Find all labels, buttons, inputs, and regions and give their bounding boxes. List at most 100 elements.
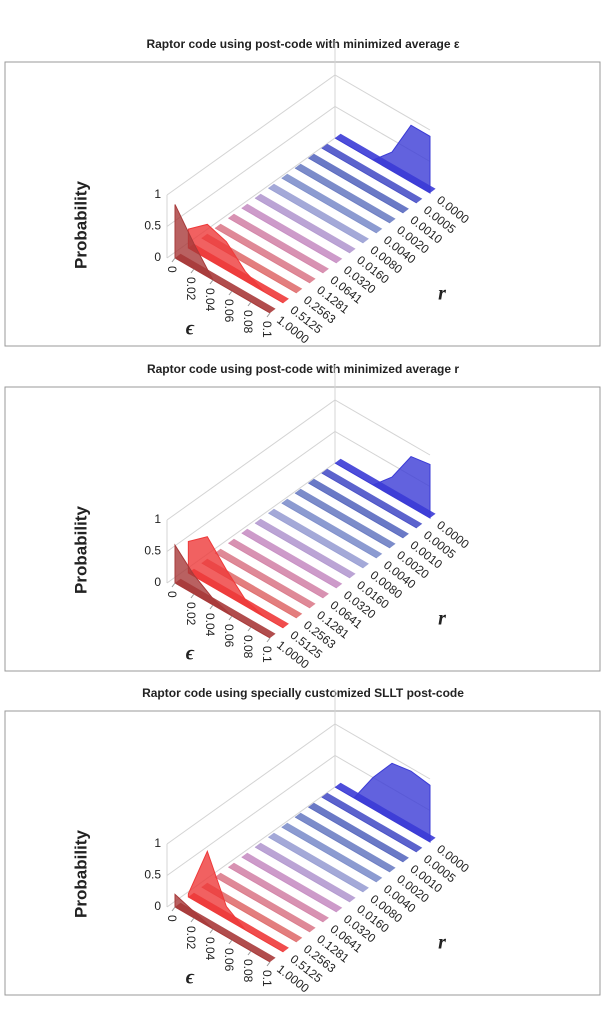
- y-tick-label: 0.5: [144, 219, 161, 233]
- series-area: [241, 532, 337, 589]
- x-axis-label: ϵ: [186, 967, 195, 989]
- series-floor: [215, 548, 316, 608]
- series-area: [321, 472, 417, 529]
- series-floor: [215, 223, 316, 283]
- series-floor: [321, 792, 423, 852]
- x-tick: [228, 290, 233, 296]
- series-area: [321, 147, 417, 204]
- series-area: [174, 543, 271, 639]
- series-floor: [268, 832, 369, 892]
- y-tick-label: 0.5: [144, 868, 161, 882]
- series-area: [308, 157, 404, 214]
- series-floor: [215, 872, 316, 932]
- series-area: [281, 177, 377, 234]
- series-floor: [228, 862, 329, 922]
- series-area: [214, 227, 311, 284]
- panel-frame: [4, 61, 601, 347]
- x-axis-label: ϵ: [186, 643, 195, 665]
- series-floor: [228, 538, 329, 598]
- series-area: [281, 502, 377, 559]
- series-area: [174, 893, 271, 963]
- x-tick-label: 0.02: [184, 277, 198, 301]
- x-tick: [171, 257, 176, 263]
- x-tick: [209, 928, 214, 934]
- y-tick-label: 1: [154, 187, 161, 201]
- series-area: [294, 816, 391, 873]
- series-floor: [241, 852, 343, 912]
- y-tick-label: 0: [154, 575, 161, 589]
- x-tick-label: 0.04: [203, 288, 217, 312]
- series-area: [174, 204, 271, 314]
- y-tick-label: 1: [154, 512, 161, 526]
- x-tick: [171, 906, 176, 912]
- y-tick-label: 0.5: [144, 544, 161, 558]
- x-tick-label: 0.04: [203, 937, 217, 961]
- x-tick-label: 0.06: [222, 948, 236, 972]
- series-area: [228, 217, 324, 274]
- x-tick: [190, 268, 195, 274]
- series-area: [268, 187, 364, 244]
- series-floor: [281, 173, 383, 233]
- z-axis-label: r: [438, 608, 446, 630]
- x-tick-label: 0.06: [222, 624, 236, 648]
- series-floor: [321, 143, 423, 203]
- x-tick-label: 0.02: [184, 602, 198, 626]
- series-area: [228, 866, 324, 923]
- series-area: [187, 223, 284, 304]
- x-tick: [228, 939, 233, 945]
- x-tick-label: 0.1: [260, 970, 274, 987]
- series-area: [268, 512, 364, 569]
- x-tick: [209, 604, 214, 610]
- series-area: [308, 482, 404, 539]
- series-floor: [268, 183, 369, 243]
- chart-title: Raptor code using post-code with minimiz…: [147, 362, 459, 376]
- x-tick-label: 0.08: [241, 959, 255, 983]
- series-floor: [308, 802, 409, 862]
- y-tick-label: 1: [154, 836, 161, 850]
- series-floor: [281, 498, 383, 558]
- series-floor: [255, 193, 356, 253]
- series-area: [268, 836, 364, 893]
- x-tick-label: 0: [165, 591, 179, 598]
- series-area: [294, 492, 391, 549]
- chart-title: Raptor code using specially customized S…: [142, 686, 464, 700]
- x-tick: [190, 917, 195, 923]
- series-area: [254, 522, 351, 579]
- series-area: [187, 849, 284, 953]
- y-tick-label: 0: [154, 250, 161, 264]
- series-area: [214, 876, 311, 933]
- series-floor: [228, 213, 329, 273]
- series-area: [254, 846, 351, 903]
- series-area: [187, 536, 284, 629]
- series-area: [308, 806, 404, 863]
- y-axis-label: Probability: [71, 830, 90, 918]
- series-floor: [321, 468, 423, 528]
- series-floor: [308, 478, 409, 538]
- series-floor: [241, 203, 343, 263]
- x-tick: [190, 593, 195, 599]
- series-area: [254, 197, 351, 254]
- y-tick-label: 0: [154, 899, 161, 913]
- series-floor: [295, 812, 396, 872]
- series-floor: [295, 488, 396, 548]
- x-tick-label: 0.1: [260, 646, 274, 663]
- series-floor: [281, 822, 383, 882]
- x-tick: [247, 301, 252, 307]
- x-tick: [247, 626, 252, 632]
- series-floor: [241, 528, 343, 588]
- grid-line: [166, 399, 431, 521]
- x-axis-label: ϵ: [186, 318, 195, 340]
- x-tick-label: 0: [165, 915, 179, 922]
- x-tick-label: 0.06: [222, 299, 236, 323]
- x-tick: [266, 961, 271, 967]
- x-tick-label: 0: [165, 266, 179, 273]
- series-floor: [201, 882, 303, 942]
- series-floor: [268, 508, 369, 568]
- series-area: [214, 552, 311, 609]
- series-area: [321, 796, 417, 853]
- x-tick: [247, 950, 252, 956]
- x-tick-label: 0.08: [241, 635, 255, 659]
- x-tick-label: 0.1: [260, 321, 274, 338]
- series-area: [228, 542, 324, 599]
